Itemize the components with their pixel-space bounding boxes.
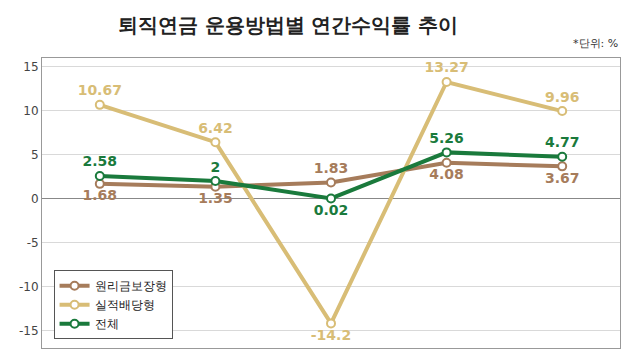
svg-text:1.35: 1.35: [198, 190, 233, 206]
svg-text:0.02: 0.02: [314, 202, 349, 218]
svg-text:4.08: 4.08: [429, 166, 464, 182]
svg-text:-10: -10: [19, 280, 39, 294]
svg-text:퇴직연금 운용방법별 연간수익률 추이: 퇴직연금 운용방법별 연간수익률 추이: [118, 13, 459, 37]
svg-text:6.42: 6.42: [198, 120, 233, 136]
svg-text:4.77: 4.77: [545, 134, 580, 150]
svg-text:9.96: 9.96: [545, 89, 580, 105]
svg-text:1.68: 1.68: [83, 187, 118, 203]
svg-text:원리금보장형: 원리금보장형: [95, 279, 167, 293]
svg-text:-14.2: -14.2: [311, 327, 351, 343]
svg-text:1.83: 1.83: [314, 160, 349, 176]
svg-text:3.67: 3.67: [545, 170, 580, 186]
svg-text:5.26: 5.26: [429, 130, 464, 146]
svg-text:-15: -15: [19, 324, 39, 338]
svg-text:-5: -5: [27, 236, 39, 250]
svg-text:15: 15: [23, 60, 38, 74]
svg-text:실적배당형: 실적배당형: [95, 298, 155, 312]
svg-text:0: 0: [31, 192, 39, 206]
svg-text:13.27: 13.27: [424, 59, 468, 75]
svg-text:*단위: %: *단위: %: [573, 37, 618, 50]
svg-text:2: 2: [211, 159, 221, 175]
svg-text:전체: 전체: [95, 317, 119, 331]
svg-text:2.58: 2.58: [83, 153, 118, 169]
svg-text:5: 5: [31, 148, 39, 162]
svg-text:10: 10: [23, 104, 38, 118]
svg-text:10.67: 10.67: [78, 82, 122, 98]
